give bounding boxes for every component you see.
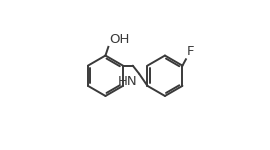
Text: OH: OH xyxy=(109,33,129,46)
Text: HN: HN xyxy=(118,75,137,88)
Text: F: F xyxy=(187,45,194,58)
